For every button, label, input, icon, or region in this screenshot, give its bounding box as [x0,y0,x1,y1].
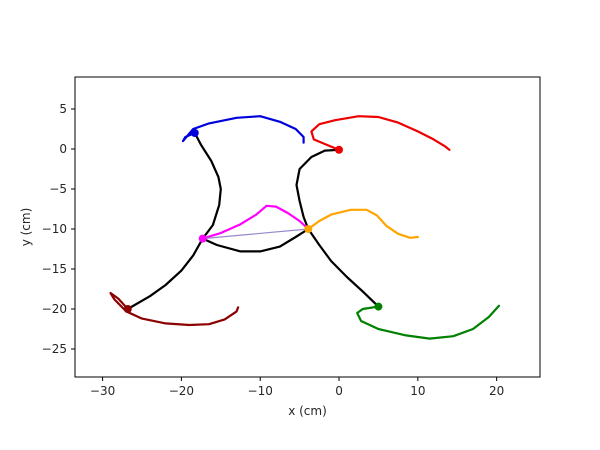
x-axis-label: x (cm) [288,404,327,418]
x-axis-ticks: −30 −20 −10 0 10 20 [90,377,504,398]
y-axis-ticks: 5 0 −5 −10 −15 −20 −25 [42,102,75,356]
joint-marker-0 [190,129,199,137]
y-tick-label: −20 [42,302,67,316]
trajectory-line-0 [126,131,222,311]
trajectory-line-2 [307,227,380,308]
x-tick-label: 0 [335,384,343,398]
y-tick-label: −15 [42,262,67,276]
trajectory-line-6 [356,304,501,340]
marker-layer [123,129,383,313]
y-tick-label: −25 [42,342,67,356]
y-tick-label: 0 [59,142,67,156]
joint-marker-5 [304,225,313,233]
trajectory-line-9 [202,228,309,240]
trajectory-line-1 [201,148,341,253]
trajectory-line-4 [310,115,451,151]
joint-marker-1 [335,145,343,154]
trajectory-line-5 [109,291,240,327]
trajectory-line-8 [307,208,419,239]
trajectory-line-7 [201,204,310,240]
x-tick-label: −20 [169,384,194,398]
x-tick-label: −10 [248,384,273,398]
joint-marker-2 [123,305,132,313]
y-tick-label: −10 [42,222,67,236]
y-tick-label: 5 [59,102,67,116]
x-tick-label: 20 [489,384,504,398]
y-axis-label: y (cm) [19,208,33,247]
series-layer [109,115,501,340]
x-tick-label: 10 [410,384,425,398]
joint-marker-4 [198,234,207,243]
x-tick-label: −30 [90,384,115,398]
y-tick-label: −5 [49,182,67,196]
trajectory-line-3 [181,115,305,144]
joint-marker-3 [374,302,383,311]
